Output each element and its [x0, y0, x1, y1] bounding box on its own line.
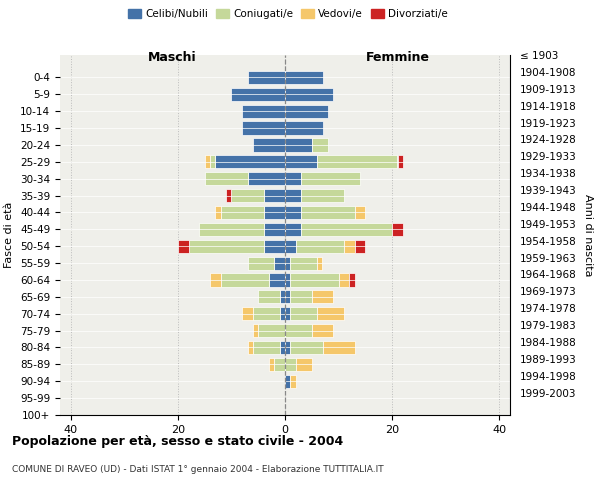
Bar — [253, 307, 280, 320]
Text: Femmine: Femmine — [365, 51, 430, 64]
Bar — [199, 223, 263, 236]
Bar — [296, 358, 312, 371]
Bar — [285, 155, 317, 168]
Bar — [312, 138, 328, 151]
Bar — [242, 104, 285, 118]
Y-axis label: Fasce di età: Fasce di età — [4, 202, 14, 268]
Bar — [205, 155, 210, 168]
Bar — [285, 307, 290, 320]
Y-axis label: Anni di nascita: Anni di nascita — [583, 194, 593, 276]
Bar — [344, 240, 355, 253]
Bar — [269, 274, 285, 286]
Bar — [392, 223, 403, 236]
Bar — [338, 274, 349, 286]
Bar — [215, 155, 285, 168]
Bar — [258, 290, 280, 304]
Bar — [280, 290, 285, 304]
Bar — [301, 172, 360, 186]
Bar — [285, 71, 323, 84]
Bar — [210, 155, 215, 168]
Bar — [188, 240, 263, 253]
Bar — [210, 274, 221, 286]
Bar — [269, 358, 274, 371]
Bar — [242, 122, 285, 134]
Bar — [253, 324, 258, 337]
Bar — [290, 307, 317, 320]
Bar — [285, 223, 301, 236]
Text: Maschi: Maschi — [148, 51, 197, 64]
Bar — [248, 341, 253, 354]
Bar — [317, 256, 323, 270]
Bar — [312, 324, 333, 337]
Bar — [323, 341, 355, 354]
Bar — [301, 223, 392, 236]
Bar — [232, 88, 285, 101]
Bar — [290, 256, 317, 270]
Bar — [290, 341, 323, 354]
Bar — [290, 290, 312, 304]
Bar — [285, 88, 333, 101]
Bar — [221, 274, 269, 286]
Bar — [226, 189, 232, 202]
Bar — [263, 240, 285, 253]
Text: Popolazione per età, sesso e stato civile - 2004: Popolazione per età, sesso e stato civil… — [12, 435, 343, 448]
Bar — [274, 256, 285, 270]
Bar — [355, 240, 365, 253]
Bar — [355, 206, 365, 219]
Bar — [263, 206, 285, 219]
Legend: Celibi/Nubili, Coniugati/e, Vedovi/e, Divorziati/e: Celibi/Nubili, Coniugati/e, Vedovi/e, Di… — [124, 5, 452, 24]
Bar — [285, 172, 301, 186]
Bar — [253, 341, 280, 354]
Bar — [280, 307, 285, 320]
Bar — [285, 324, 312, 337]
Bar — [221, 206, 263, 219]
Bar — [285, 240, 296, 253]
Bar — [317, 307, 344, 320]
Bar — [349, 274, 355, 286]
Bar — [285, 341, 290, 354]
Bar — [253, 138, 285, 151]
Bar — [285, 104, 328, 118]
Bar — [312, 290, 333, 304]
Bar — [398, 155, 403, 168]
Bar — [285, 138, 312, 151]
Bar — [248, 71, 285, 84]
Bar — [285, 274, 290, 286]
Bar — [263, 189, 285, 202]
Bar — [285, 122, 323, 134]
Bar — [285, 206, 301, 219]
Bar — [285, 290, 290, 304]
Bar — [285, 189, 301, 202]
Bar — [178, 240, 188, 253]
Text: COMUNE DI RAVEO (UD) - Dati ISTAT 1° gennaio 2004 - Elaborazione TUTTITALIA.IT: COMUNE DI RAVEO (UD) - Dati ISTAT 1° gen… — [12, 465, 383, 474]
Bar — [301, 206, 355, 219]
Bar — [285, 256, 290, 270]
Bar — [215, 206, 221, 219]
Bar — [232, 189, 263, 202]
Bar — [258, 324, 285, 337]
Bar — [285, 374, 290, 388]
Bar — [205, 172, 248, 186]
Bar — [290, 374, 296, 388]
Bar — [248, 256, 274, 270]
Bar — [263, 223, 285, 236]
Bar — [301, 189, 344, 202]
Bar — [285, 358, 296, 371]
Bar — [248, 172, 285, 186]
Bar — [280, 341, 285, 354]
Bar — [296, 240, 344, 253]
Bar — [274, 358, 285, 371]
Bar — [242, 307, 253, 320]
Bar — [290, 274, 338, 286]
Bar — [317, 155, 397, 168]
